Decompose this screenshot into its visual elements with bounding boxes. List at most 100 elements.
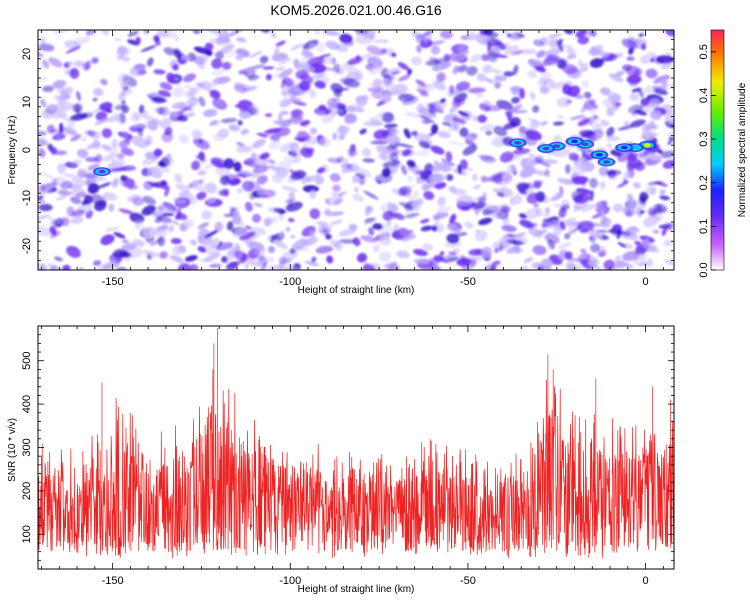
spectrogram-cell — [480, 175, 489, 183]
spectrogram-cell — [506, 104, 523, 114]
spectrogram-x-axis: -150 -100 -50 0 — [41, 30, 664, 288]
spectrogram-cell — [433, 102, 444, 114]
spectrogram-cell — [272, 72, 280, 78]
spectrogram-cell — [398, 93, 415, 102]
y-tick-label: 20 — [21, 48, 33, 60]
spectrogram-cell — [244, 262, 250, 270]
spectrogram-cell — [291, 239, 308, 251]
spectrogram-cell — [196, 191, 207, 200]
spectrogram-cell — [76, 90, 81, 101]
spectrogram-cell — [195, 82, 206, 88]
spectrogram-cell — [415, 149, 431, 157]
spectrogram-cell — [172, 63, 179, 71]
spectrogram-cell — [452, 120, 459, 131]
spectrogram-cell — [632, 254, 646, 266]
spectrogram-cell — [252, 213, 261, 223]
spectrogram-cell — [544, 232, 560, 245]
spectrogram-cell — [344, 115, 357, 124]
spectrogram-cell — [455, 81, 471, 92]
spectrogram-cell — [319, 137, 331, 148]
spectrogram-cell — [128, 247, 143, 259]
spectrogram-cell — [92, 97, 98, 102]
spectrogram-cell — [273, 239, 288, 250]
spectrogram-cell — [443, 53, 451, 62]
spectrogram-cell — [590, 46, 598, 57]
spectrogram-cell — [503, 122, 517, 130]
y-tick-label: 10 — [21, 96, 33, 108]
spectrogram-cell — [265, 73, 272, 81]
spectrogram-cell — [281, 83, 287, 91]
spectrogram-cell — [97, 182, 112, 189]
spectrogram-cell — [356, 252, 368, 263]
spectrogram-cell — [631, 200, 645, 210]
spectrogram-cell — [86, 142, 101, 150]
spectrogram-cell — [146, 253, 153, 260]
spectrogram-cell — [278, 256, 287, 265]
spectrogram-cell — [449, 108, 456, 113]
spectrogram-cell — [201, 244, 219, 256]
spectrogram-cell — [457, 64, 468, 73]
spectrogram-cell — [512, 148, 531, 155]
spectrogram-cell — [218, 188, 230, 196]
spectrogram-frame — [37, 29, 675, 271]
spectrogram-cell — [332, 132, 338, 141]
spectrogram-cell — [219, 43, 235, 55]
spectrogram-cell — [211, 68, 226, 76]
spectrogram-cell — [366, 205, 373, 213]
spectrogram-cell — [659, 189, 666, 195]
spectrogram-cell — [289, 43, 304, 51]
spectrogram-cell — [662, 159, 674, 169]
spectrogram-cell — [445, 174, 454, 181]
spectrogram-cell — [197, 246, 207, 253]
spectrogram-cell — [182, 219, 194, 229]
spectrogram-cell — [526, 156, 533, 166]
spectrogram-cell — [596, 260, 601, 265]
spectrogram-cell — [292, 156, 302, 164]
spectrogram-cell — [516, 182, 530, 191]
spectrogram-cell — [569, 115, 586, 120]
spectrogram-cell — [404, 112, 421, 118]
spectrogram-cell — [110, 167, 128, 172]
spectrogram-cell — [242, 180, 254, 192]
spectrogram-cell — [275, 66, 285, 71]
spectrogram-cell — [286, 83, 298, 95]
spectrogram-cell — [129, 66, 146, 77]
spectrogram-cell — [140, 45, 157, 52]
spectrogram-cell — [309, 43, 315, 49]
spectrogram-cell — [543, 159, 558, 164]
spectrogram-cell — [166, 72, 175, 84]
spectrogram-cell — [506, 33, 513, 38]
spectrogram-texture — [38, 30, 674, 270]
spectrogram-cell — [120, 130, 129, 140]
spectrogram-cell — [430, 45, 440, 55]
spectrogram-cell — [38, 203, 53, 212]
spectrogram-cell — [649, 120, 657, 130]
spectrogram-cell — [260, 262, 268, 270]
spectrogram-cell — [330, 219, 343, 226]
spectrogram-cell — [413, 249, 428, 256]
spectrogram-cell — [389, 128, 399, 136]
spectrogram-cell — [437, 196, 446, 207]
spectrogram-cell — [520, 48, 537, 55]
spectrogram-cell — [121, 243, 137, 251]
spectrogram-cell — [643, 85, 656, 95]
spectrogram-cell — [552, 134, 563, 144]
spectrogram-cell — [244, 225, 252, 230]
spectrogram-cell — [102, 192, 118, 201]
spectrogram-cell — [473, 184, 481, 190]
spectrogram-cell — [192, 30, 201, 34]
spectrogram-cell — [422, 183, 431, 191]
spectrogram-cell — [281, 185, 298, 192]
spectrogram-cell — [102, 261, 120, 270]
spectrogram-cell — [506, 113, 513, 124]
spectrogram-cell — [664, 259, 674, 266]
spectrogram-cell — [647, 181, 663, 186]
spectrogram-cell — [368, 64, 384, 75]
spectrogram-cell — [308, 88, 316, 99]
spectrogram-cell — [606, 54, 618, 62]
spectrogram-cell — [174, 50, 182, 58]
spectrogram-cell — [57, 189, 71, 196]
spectrogram-cell — [141, 205, 156, 216]
spectrogram-cell — [368, 227, 375, 236]
spectrogram-cell — [243, 157, 257, 165]
